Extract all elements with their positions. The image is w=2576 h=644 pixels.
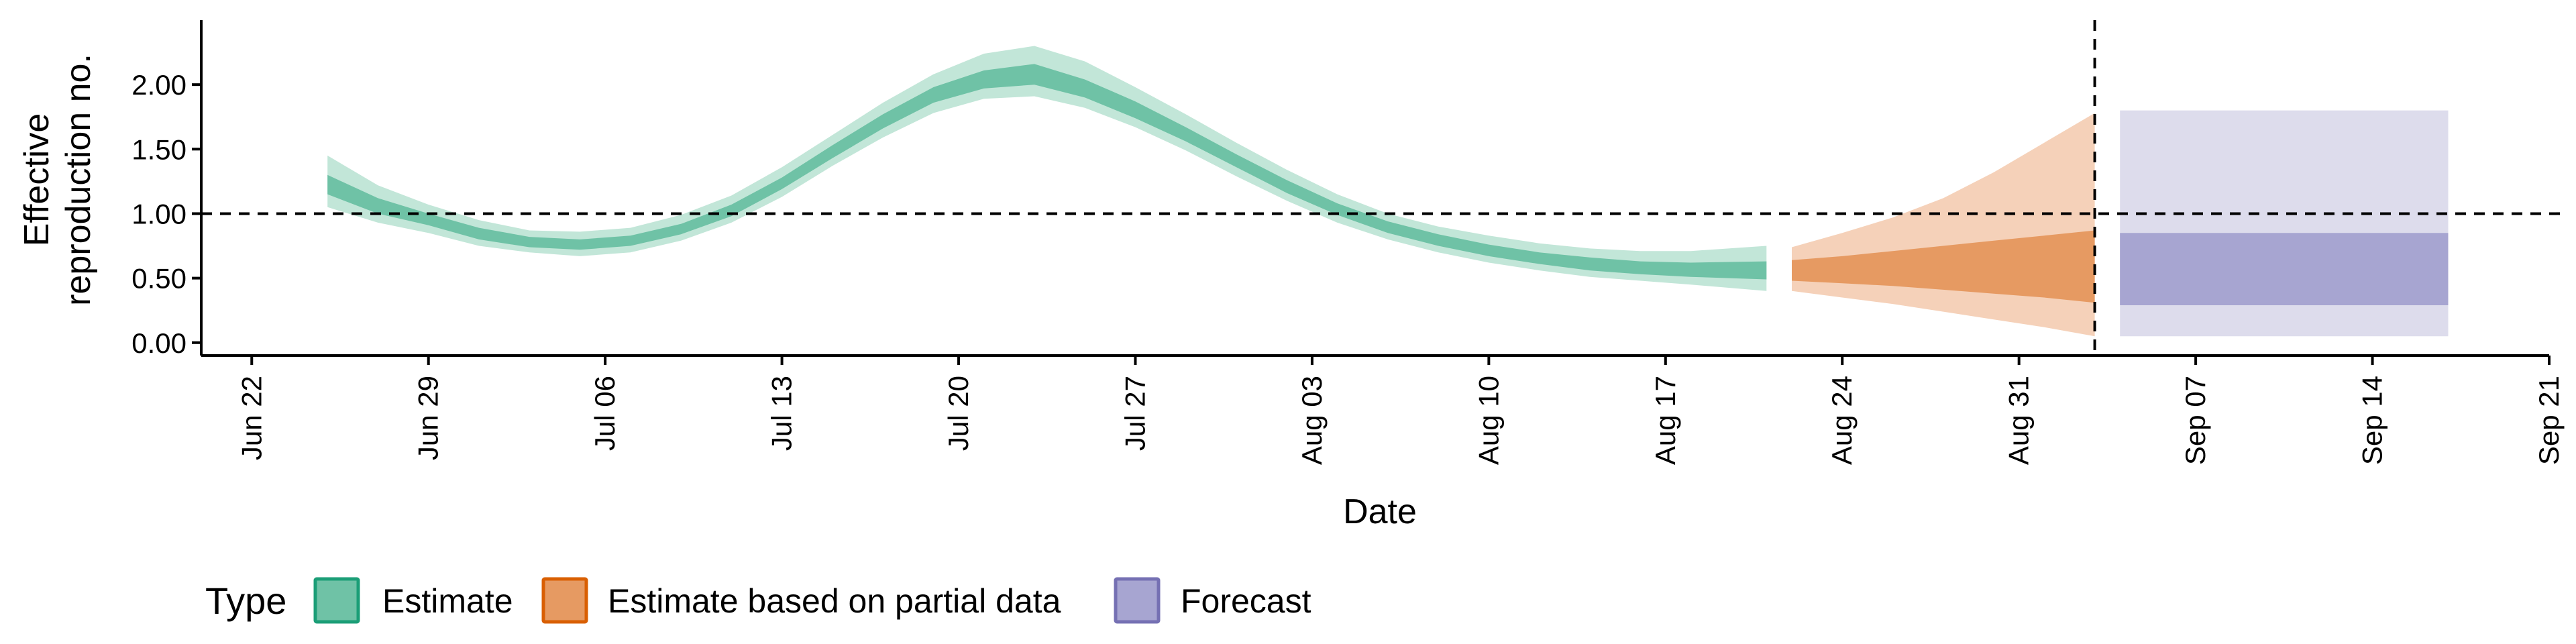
legend-label-partial: Estimate based on partial data [608,582,1061,620]
x-tick-label: Aug 24 [1826,376,1858,465]
y-tick-label: 0.00 [131,327,186,359]
x-tick-label: Jul 13 [766,376,798,451]
series-bands [327,46,2449,337]
legend-label-estimate: Estimate [382,582,513,620]
x-tick-label: Jun 22 [235,376,267,460]
x-tick-label: Jul 06 [589,376,621,451]
x-tick-label: Aug 03 [1296,376,1328,465]
legend-key-forecast [1114,577,1161,624]
x-axis-label: Date [1343,492,1417,531]
x-tick-label: Aug 10 [1472,376,1504,465]
x-ticks: Jun 22 Jun 29 Jul 06 Jul 13 Jul 20 Jul 27 Aug … [235,356,2565,465]
y-tick-label: 1.50 [131,133,186,165]
band-inner-estimate [327,64,1767,280]
legend-key-estimate [313,577,360,624]
band-outer-estimate-based-on-partial-data [1792,113,2095,337]
y-ticks: 0.00 0.50 1.00 1.50 2.00 [131,69,201,359]
x-tick-label: Sep 07 [2180,376,2211,465]
legend-key-partial [541,577,588,624]
legend: Type Estimate Estimate based on partial … [205,577,1311,624]
band-inner-estimate-based-on-partial-data [1792,230,2095,303]
x-tick-label: Aug 17 [1650,376,1681,465]
x-tick-label: Jul 27 [1120,376,1151,451]
x-tick-label: Sep 21 [2533,376,2565,465]
band-inner-forecast [2120,233,2449,305]
legend-label-forecast: Forecast [1181,582,1311,620]
y-tick-label: 2.00 [131,69,186,101]
x-tick-label: Jul 20 [943,376,974,451]
legend-title: Type [205,580,286,622]
x-tick-label: Jun 29 [413,376,444,460]
y-tick-label: 1.00 [131,198,186,229]
x-tick-label: Sep 14 [2357,376,2388,465]
x-tick-label: Aug 31 [2003,376,2035,465]
y-axis-label-line-2: reproduction no. [59,54,98,306]
y-axis-label-line-1: Effective [17,113,56,246]
y-tick-label: 0.50 [131,263,186,294]
axes [200,20,2549,357]
